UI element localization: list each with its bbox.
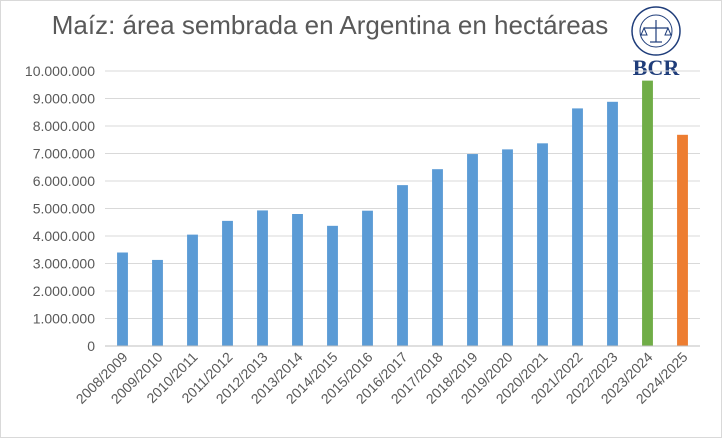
y-tick-label: 7.000.000 xyxy=(33,146,95,162)
bar-2016-2017 xyxy=(397,185,408,346)
bars xyxy=(117,80,688,347)
seal-icon xyxy=(631,6,681,56)
bar-2008-2009 xyxy=(117,252,128,346)
bar-2022-2023 xyxy=(607,101,618,346)
logo-text: BCR xyxy=(633,55,681,80)
bar-2014-2015 xyxy=(327,225,338,346)
bar-2010-2011 xyxy=(187,234,198,346)
y-axis-ticks: 0 1.000.000 2.000.000 3.000.000 4.000.000 5.0… xyxy=(25,63,95,354)
bar-2021-2022 xyxy=(572,108,583,347)
bar-2019-2020 xyxy=(502,149,513,346)
chart-title: Maíz: área sembrada en Argentina en hect… xyxy=(51,10,609,40)
bar-2017-2018 xyxy=(432,169,443,346)
bar-2011-2012 xyxy=(222,220,233,346)
y-tick-label: 1.000.000 xyxy=(33,311,95,327)
y-tick-label: 3.000.000 xyxy=(33,256,95,272)
x-axis-ticks: 2008/20092009/20102010/20112011/20122012… xyxy=(73,349,691,407)
bar-2012-2013 xyxy=(257,210,268,346)
bar-2020-2021 xyxy=(537,143,548,346)
y-tick-label: 0 xyxy=(87,338,95,354)
bar-2013-2014 xyxy=(292,214,303,346)
bcr-logo: BCR xyxy=(631,6,681,80)
bar-2015-2016 xyxy=(362,210,373,346)
y-tick-label: 10.000.000 xyxy=(25,63,95,79)
y-tick-label: 9.000.000 xyxy=(33,91,95,107)
bar-2024-2025 xyxy=(677,134,688,346)
y-tick-label: 4.000.000 xyxy=(33,228,95,244)
bar-2023-2024 xyxy=(642,80,653,346)
bar-2009-2010 xyxy=(152,259,163,346)
y-tick-label: 2.000.000 xyxy=(33,283,95,299)
bar-2018-2019 xyxy=(467,154,478,346)
y-tick-label: 5.000.000 xyxy=(33,201,95,217)
y-tick-label: 8.000.000 xyxy=(33,118,95,134)
y-tick-label: 6.000.000 xyxy=(33,173,95,189)
